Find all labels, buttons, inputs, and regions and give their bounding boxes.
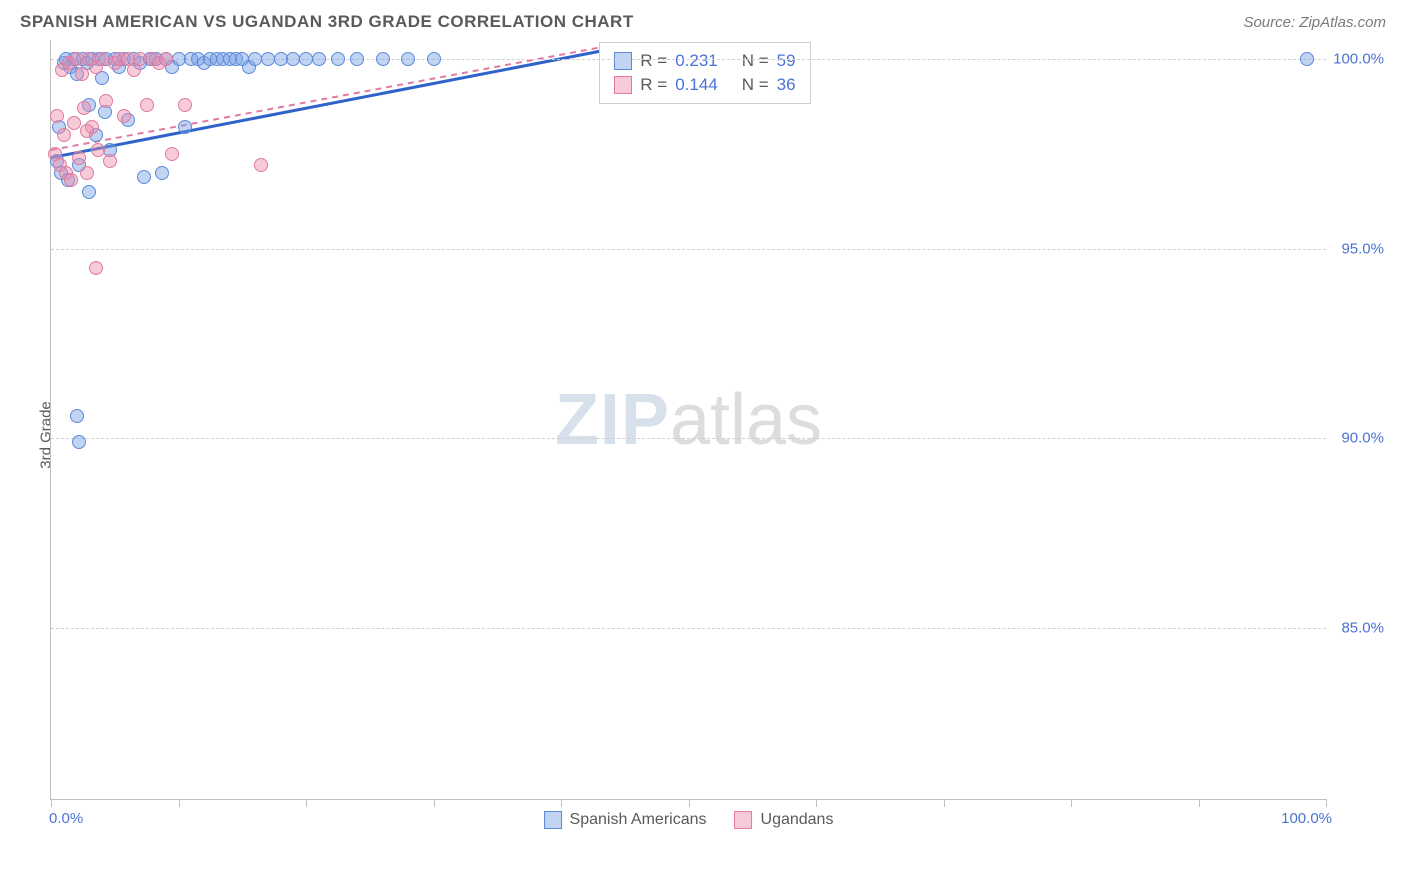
gridline xyxy=(51,628,1326,629)
data-point xyxy=(137,170,151,184)
data-point xyxy=(103,154,117,168)
x-tick xyxy=(1071,799,1072,807)
data-point xyxy=(57,128,71,142)
y-tick-label: 100.0% xyxy=(1332,50,1384,67)
stats-row-1: R = 0.231 N = 59 xyxy=(614,49,795,73)
plot-region: ZIPatlas R = 0.231 N = 59 R = 0.144 N = … xyxy=(50,40,1326,800)
y-tick-label: 90.0% xyxy=(1332,430,1384,447)
data-point xyxy=(178,98,192,112)
legend-label-2: Ugandans xyxy=(761,811,834,829)
data-point xyxy=(376,52,390,66)
x-tick xyxy=(1199,799,1200,807)
x-tick xyxy=(689,799,690,807)
x-tick xyxy=(1326,799,1327,807)
y-tick-label: 85.0% xyxy=(1332,620,1384,637)
data-point xyxy=(312,52,326,66)
stat-n-value-2: 36 xyxy=(777,75,796,95)
data-point xyxy=(159,52,173,66)
x-tick xyxy=(816,799,817,807)
data-point xyxy=(91,143,105,157)
x-tick xyxy=(179,799,180,807)
source-label: Source: ZipAtlas.com xyxy=(1243,14,1386,31)
legend-label-1: Spanish Americans xyxy=(570,811,707,829)
data-point xyxy=(117,109,131,123)
chart-title: SPANISH AMERICAN VS UGANDAN 3RD GRADE CO… xyxy=(20,12,634,32)
stat-r-label: R = xyxy=(640,51,667,71)
gridline xyxy=(51,249,1326,250)
data-point xyxy=(1300,52,1314,66)
data-point xyxy=(70,409,84,423)
x-tick xyxy=(944,799,945,807)
data-point xyxy=(67,116,81,130)
stat-n-value-1: 59 xyxy=(777,51,796,71)
data-point xyxy=(77,101,91,115)
stat-r-value-1: 0.231 xyxy=(675,51,718,71)
watermark: ZIPatlas xyxy=(555,379,822,461)
data-point xyxy=(72,151,86,165)
data-point xyxy=(401,52,415,66)
chart-area: 3rd Grade ZIPatlas R = 0.231 N = 59 R = … xyxy=(50,40,1386,830)
x-tick xyxy=(561,799,562,807)
data-point xyxy=(80,166,94,180)
legend-item-2: Ugandans xyxy=(735,811,834,829)
data-point xyxy=(331,52,345,66)
stat-r-label: R = xyxy=(640,75,667,95)
gridline xyxy=(51,438,1326,439)
x-tick xyxy=(51,799,52,807)
data-point xyxy=(80,124,94,138)
watermark-part1: ZIP xyxy=(555,380,670,460)
data-point xyxy=(75,67,89,81)
legend-item-1: Spanish Americans xyxy=(544,811,707,829)
x-max-label: 100.0% xyxy=(1281,810,1332,827)
x-min-label: 0.0% xyxy=(49,810,83,827)
stats-box: R = 0.231 N = 59 R = 0.144 N = 36 xyxy=(599,42,810,104)
legend-swatch-2 xyxy=(735,811,753,829)
stat-n-label: N = xyxy=(742,75,769,95)
y-tick-label: 95.0% xyxy=(1332,240,1384,257)
stats-row-2: R = 0.144 N = 36 xyxy=(614,73,795,97)
data-point xyxy=(99,94,113,108)
stat-n-label: N = xyxy=(742,51,769,71)
data-point xyxy=(89,261,103,275)
data-point xyxy=(64,173,78,187)
x-tick xyxy=(306,799,307,807)
legend-swatch-1 xyxy=(544,811,562,829)
data-point xyxy=(427,52,441,66)
x-tick xyxy=(434,799,435,807)
data-point xyxy=(178,120,192,134)
data-point xyxy=(165,147,179,161)
stat-r-value-2: 0.144 xyxy=(675,75,718,95)
trend-lines xyxy=(51,40,1326,799)
bottom-legend: Spanish Americans Ugandans xyxy=(544,811,834,829)
data-point xyxy=(350,52,364,66)
swatch-series1 xyxy=(614,52,632,70)
watermark-part2: atlas xyxy=(670,380,822,460)
swatch-series2 xyxy=(614,76,632,94)
data-point xyxy=(72,435,86,449)
data-point xyxy=(82,185,96,199)
data-point xyxy=(155,166,169,180)
data-point xyxy=(50,109,64,123)
data-point xyxy=(140,98,154,112)
data-point xyxy=(254,158,268,172)
